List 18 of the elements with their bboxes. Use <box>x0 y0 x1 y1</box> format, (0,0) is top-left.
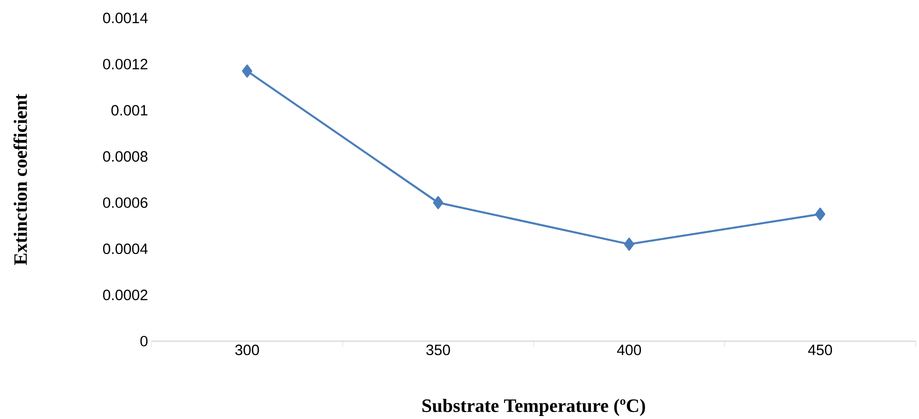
y-tick-label: 0.0006 <box>103 197 148 208</box>
y-tick-label: 0.0008 <box>103 151 148 162</box>
x-tick-label: 450 <box>808 344 832 356</box>
y-tick-label: 0 <box>140 336 148 346</box>
x-tick-label: 300 <box>235 344 259 356</box>
y-axis-title: Extinction coefficient <box>13 94 27 265</box>
y-tick-label: 0.0002 <box>103 290 148 300</box>
y-tick-label: 0.0012 <box>103 58 148 70</box>
x-tick-label: 350 <box>426 344 450 356</box>
x-tick-label: 400 <box>617 344 642 356</box>
x-axis-title: Substrate Temperature (ºC) <box>422 398 646 416</box>
point <box>815 208 826 220</box>
point <box>242 64 252 78</box>
point <box>624 238 634 251</box>
y-tick-label: 0.001 <box>111 104 148 116</box>
y-tick-label: 0.0014 <box>103 12 148 24</box>
point <box>433 196 444 209</box>
y-tick-label: 0.0004 <box>103 243 148 254</box>
